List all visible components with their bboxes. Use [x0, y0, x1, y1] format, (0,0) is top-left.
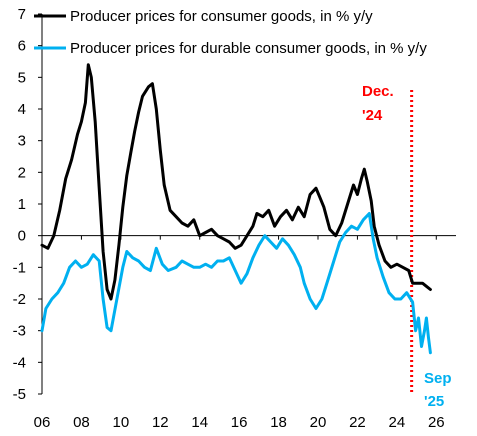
legend-label-consumer-goods: Producer prices for consumer goods, in %…	[70, 8, 373, 25]
x-tick-labels: 06 08 10 12 14 16 18 20 22 24 26	[34, 414, 445, 431]
legend: Producer prices for consumer goods, in %…	[34, 8, 427, 57]
legend-label-durable-goods: Producer prices for durable consumer goo…	[70, 40, 427, 57]
series-line-durable-goods	[40, 212, 432, 355]
x-tick-label: 10	[113, 414, 130, 431]
series-line-consumer-goods	[40, 63, 432, 301]
y-tick-label: -5	[13, 386, 26, 403]
x-tick-label: 06	[34, 414, 51, 431]
y-tick-label: 0	[18, 228, 26, 245]
x-tick-label: 08	[73, 414, 90, 431]
x-tick-label: 12	[152, 414, 169, 431]
y-tick-label: 3	[18, 133, 26, 150]
annotation-sep-year: '25	[424, 393, 444, 410]
y-tick-label: 4	[18, 101, 26, 118]
y-tick-label: -3	[13, 323, 26, 340]
annotation-sep-25: Sep '25	[424, 370, 452, 410]
series-lines	[40, 63, 432, 355]
annotation-dec-24: Dec. '24	[362, 83, 394, 124]
x-tick-label: 24	[389, 414, 406, 431]
x-tick-label: 22	[349, 414, 366, 431]
y-tick-label: -1	[13, 259, 26, 276]
x-tick-label: 14	[191, 414, 208, 431]
annotation-sep-label: Sep	[424, 370, 452, 387]
y-tick-labels: 7 6 5 4 3 2 1 0 -1 -2 -3 -4 -5	[13, 6, 42, 403]
annotation-dec-year: '24	[362, 107, 383, 124]
y-tick-label: 7	[18, 6, 26, 23]
x-tick-label: 18	[270, 414, 287, 431]
x-tick-label: 20	[310, 414, 327, 431]
y-tick-label: -2	[13, 291, 26, 308]
annotation-dec-label: Dec.	[362, 83, 394, 100]
x-tick-label: 26	[428, 414, 445, 431]
x-tick-label: 16	[231, 414, 248, 431]
y-tick-label: -4	[13, 354, 26, 371]
y-tick-label: 2	[18, 164, 26, 181]
y-tick-label: 1	[18, 196, 26, 213]
y-tick-label: 5	[18, 69, 26, 86]
y-tick-label: 6	[18, 38, 26, 55]
